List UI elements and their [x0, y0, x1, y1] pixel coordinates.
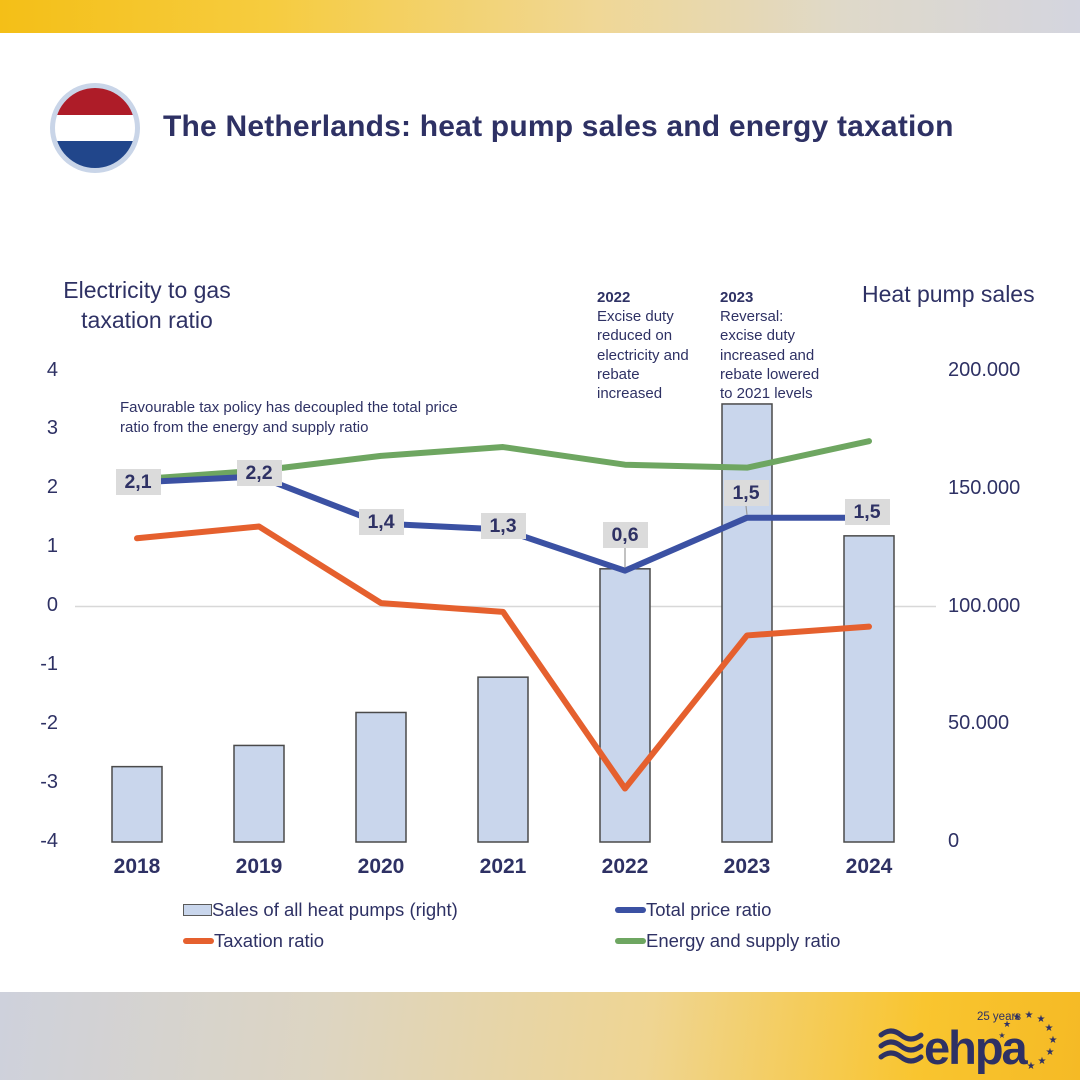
svg-text:★: ★ [1045, 1023, 1054, 1034]
year-label-2019: 2019 [235, 855, 283, 878]
bar-2019 [233, 744, 285, 843]
annotation-2023-text: Reversal: excise duty increased and reba… [720, 308, 820, 402]
left-tick-2: 2 [46, 476, 58, 499]
legend-item: Total price ratio [615, 899, 840, 921]
bar-2020 [355, 711, 407, 843]
left-tick--4: -4 [40, 829, 58, 852]
year-label-2020: 2020 [357, 855, 405, 878]
bar-2024 [843, 535, 895, 843]
top-gradient-band [0, 0, 1080, 33]
chart-legend: Sales of all heat pumps (right) Total pri… [183, 899, 840, 952]
bar-2021 [477, 676, 529, 843]
year-label-2021: 2021 [479, 855, 527, 878]
legend-line-swatch [615, 938, 646, 944]
point-label-2019: 2,2 [236, 460, 282, 487]
ehpa-brand-text: ehpa [924, 1021, 1029, 1074]
ehpa-waves-icon [878, 1028, 924, 1064]
svg-text:★: ★ [1037, 1014, 1046, 1025]
svg-text:★: ★ [1038, 1056, 1047, 1067]
point-label-2022: 0,6 [602, 521, 648, 548]
point-label-2018: 2,1 [115, 469, 161, 496]
right-tick-0: 0 [948, 830, 960, 852]
svg-text:★: ★ [1025, 1010, 1034, 1021]
year-label-2022: 2022 [601, 855, 649, 878]
netherlands-flag-stripes [55, 88, 135, 168]
legend-label: Sales of all heat pumps (right) [212, 899, 458, 920]
point-label-2023: 1,5 [723, 479, 769, 506]
point-label-2020: 1,4 [358, 508, 404, 535]
annotation-2022-year: 2022 [597, 289, 631, 306]
svg-text:★: ★ [1046, 1047, 1055, 1058]
annotation-2023: 2023 Reversal: excise duty increased and… [720, 288, 830, 403]
left-tick--2: -2 [40, 711, 58, 734]
svg-text:★: ★ [998, 1031, 1005, 1040]
line-taxation [134, 523, 872, 792]
bar-2022 [599, 568, 651, 843]
left-axis-title-line1: Electricity to gas [63, 277, 231, 303]
left-tick--3: -3 [40, 770, 58, 793]
legend-line-swatch [183, 938, 214, 944]
left-axis-title: Electricity to gas taxation ratio [42, 276, 252, 336]
bar-2018 [111, 765, 163, 843]
left-tick--1: -1 [40, 652, 58, 675]
left-tick-0: 0 [46, 594, 58, 616]
right-tick-50000: 50.000 [948, 712, 1010, 735]
legend-label: Energy and supply ratio [646, 930, 841, 951]
legend-label: Taxation ratio [214, 930, 325, 951]
legend-item: Sales of all heat pumps (right) [183, 899, 615, 921]
annotation-decoupling: Favourable tax policy has decoupled the … [120, 399, 458, 436]
svg-text:★: ★ [1049, 1035, 1058, 1046]
right-axis-title: Heat pump sales [862, 281, 1035, 307]
point-label-2024: 1,5 [844, 498, 890, 525]
ehpa-logo: ehpa 25 years ★ ★ ★ ★ ★ ★ ★ ★ ★ ★ [878, 1010, 1058, 1074]
eu-stars-icon: ★ ★ ★ ★ ★ ★ ★ ★ ★ ★ [998, 1010, 1057, 1072]
point-label-2021: 1,3 [480, 513, 526, 540]
label-leader-2023 [745, 505, 748, 515]
left-tick-1: 1 [46, 535, 58, 558]
year-label-2024: 2024 [845, 855, 893, 878]
svg-text:★: ★ [1027, 1061, 1036, 1072]
legend-label: Total price ratio [646, 899, 772, 920]
legend-line-swatch [615, 907, 646, 913]
right-tick-200000: 200.000 [948, 359, 1021, 381]
year-label-2018: 2018 [113, 855, 161, 878]
svg-text:★: ★ [1013, 1012, 1022, 1023]
right-tick-150000: 150.000 [948, 476, 1021, 499]
left-tick-3: 3 [46, 417, 58, 440]
left-axis-title-line2: taxation ratio [81, 306, 213, 333]
right-tick-100000: 100.000 [948, 594, 1021, 617]
svg-text:★: ★ [1003, 1019, 1011, 1029]
legend-item: Energy and supply ratio [615, 930, 840, 952]
annotation-2022: 2022 Excise duty reduced on electricity … [597, 288, 701, 403]
legend-item: Taxation ratio [183, 930, 615, 952]
annotation-2023-year: 2023 [720, 289, 754, 306]
bar-2023 [721, 403, 773, 843]
netherlands-flag-icon [50, 83, 140, 173]
left-tick-4: 4 [46, 358, 58, 381]
ehpa-anniversary-text: 25 years [977, 1011, 1021, 1023]
page-title: The Netherlands: heat pump sales and ene… [163, 110, 954, 143]
annotation-2022-text: Excise duty reduced on electricity and r… [597, 308, 689, 402]
legend-bar-swatch [183, 904, 212, 916]
year-label-2023: 2023 [723, 855, 771, 878]
